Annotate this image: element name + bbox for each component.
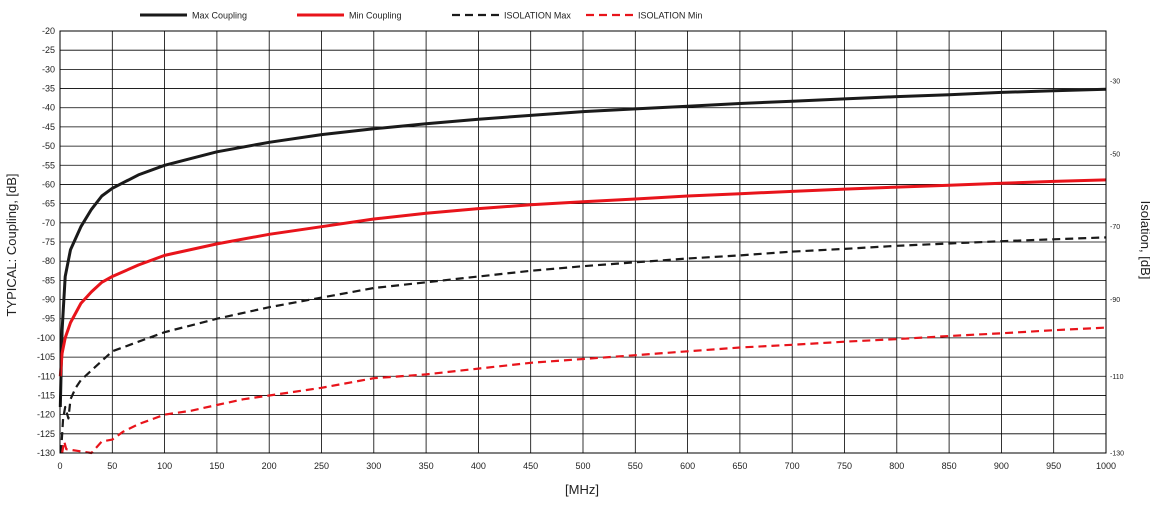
x-tick-label: 550 — [628, 461, 643, 471]
y-tick-label: -50 — [42, 141, 55, 151]
y-tick-label: -90 — [42, 295, 55, 305]
x-tick-label: 450 — [523, 461, 538, 471]
x-tick-label: 100 — [157, 461, 172, 471]
y2-tick-label: -90 — [1110, 297, 1120, 304]
y-tick-label: -30 — [42, 64, 55, 74]
x-tick-label: 900 — [994, 461, 1009, 471]
y-tick-label: -65 — [42, 199, 55, 209]
y-tick-label: -110 — [38, 371, 55, 381]
y-tick-label: -115 — [38, 390, 55, 400]
y-tick-label: -130 — [37, 448, 55, 458]
x-tick-label: 400 — [471, 461, 486, 471]
y2-tick-label: -70 — [1110, 224, 1120, 231]
x-tick-label: 350 — [419, 461, 434, 471]
y-tick-label: -70 — [42, 218, 55, 228]
x-tick-label: 750 — [837, 461, 852, 471]
y-tick-label: -60 — [42, 179, 55, 189]
legend-label: Min Coupling — [349, 11, 402, 21]
y2-tick-label: -30 — [1110, 78, 1120, 85]
y-tick-label: -95 — [42, 314, 55, 324]
x-tick-label: 50 — [107, 461, 117, 471]
y-tick-label: -55 — [42, 160, 55, 170]
y-tick-label: -75 — [42, 237, 55, 247]
legend: Max Coupling Min Coupling ISOLATION Max ISO… — [140, 11, 702, 21]
y2-axis-title: Isolation, [dB] — [1138, 201, 1150, 280]
y-tick-label: -45 — [42, 122, 55, 132]
y-tick-label: -35 — [42, 84, 55, 94]
x-tick-label: 850 — [942, 461, 957, 471]
y-tick-label: -20 — [42, 26, 55, 36]
y-tick-label: -25 — [42, 45, 55, 55]
series-lines — [58, 87, 1107, 455]
series-line — [61, 326, 1107, 455]
x-tick-label: 950 — [1046, 461, 1061, 471]
x-tick-label: 800 — [889, 461, 904, 471]
y2-tick-label: -110 — [1110, 374, 1124, 381]
x-axis-title: [MHz] — [565, 482, 599, 497]
series-line — [58, 178, 1107, 377]
y-tick-label: -125 — [37, 429, 55, 439]
tick-labels: 0 50 100 150 200 250 300 350 400 450 500 550 600 650 7… — [37, 26, 1124, 471]
x-tick-label: 500 — [575, 461, 590, 471]
x-tick-label: 150 — [209, 461, 224, 471]
y-tick-label: -85 — [42, 275, 55, 285]
y-tick-label: -40 — [42, 103, 55, 113]
y-tick-label: -120 — [37, 410, 55, 420]
x-tick-label: 700 — [785, 461, 800, 471]
legend-label: ISOLATION Max — [504, 11, 571, 21]
x-tick-label: 600 — [680, 461, 695, 471]
x-tick-label: 200 — [262, 461, 277, 471]
y-tick-label: -80 — [42, 256, 55, 266]
legend-label: ISOLATION Min — [638, 11, 702, 21]
plot-frame — [59, 30, 1107, 454]
x-tick-label: 0 — [57, 461, 62, 471]
legend-label: Max Coupling — [192, 11, 247, 21]
y2-tick-label: -130 — [1110, 451, 1124, 458]
y2-tick-label: -50 — [1110, 151, 1120, 158]
series-line — [58, 87, 1107, 408]
x-tick-label: 300 — [366, 461, 381, 471]
y-tick-label: -105 — [37, 352, 55, 362]
x-tick-label: 1000 — [1096, 461, 1116, 471]
x-tick-label: 650 — [732, 461, 747, 471]
x-tick-label: 250 — [314, 461, 329, 471]
y-axis-title: TYPICAL: Coupling, [dB] — [4, 173, 19, 316]
y-tick-label: -100 — [37, 333, 55, 343]
